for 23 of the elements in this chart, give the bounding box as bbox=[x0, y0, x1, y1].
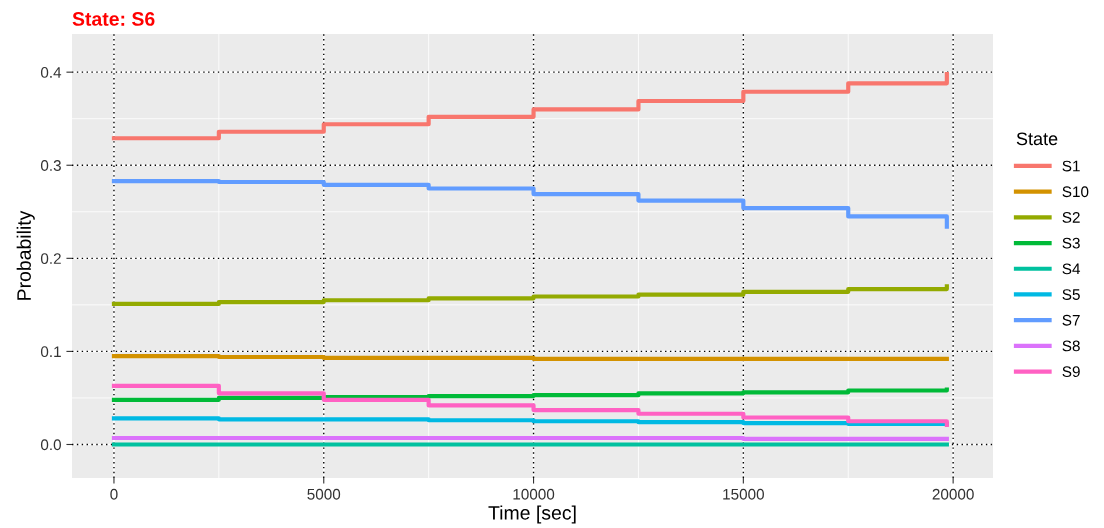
y-axis-title: Probability bbox=[16, 210, 35, 300]
y-tick-label: 0.1 bbox=[40, 346, 61, 358]
chart-title: State: S6 bbox=[72, 12, 155, 26]
legend-label: S7 bbox=[1062, 314, 1080, 326]
x-tick-label: 10000 bbox=[513, 488, 555, 500]
x-tick-label: 15000 bbox=[723, 488, 764, 500]
x-tick-label: 5000 bbox=[307, 488, 341, 500]
legend-label: S10 bbox=[1062, 186, 1089, 198]
legend-label: S3 bbox=[1062, 237, 1080, 249]
legend-label: S9 bbox=[1062, 366, 1080, 378]
legend-label: S5 bbox=[1062, 289, 1080, 300]
y-tick-label: 0.2 bbox=[40, 253, 61, 265]
y-tick-label: 0.0 bbox=[40, 439, 61, 451]
legend-label: S2 bbox=[1062, 212, 1080, 223]
legend-title: State bbox=[1016, 132, 1058, 146]
legend-label: S4 bbox=[1062, 263, 1081, 275]
x-axis-title: Time [sec] bbox=[488, 505, 576, 524]
y-tick-label: 0.3 bbox=[40, 160, 61, 171]
x-tick-label: 20000 bbox=[932, 488, 974, 500]
x-tick-label: 0 bbox=[110, 488, 118, 500]
y-tick-label: 0.4 bbox=[40, 67, 62, 78]
legend-label: S8 bbox=[1062, 340, 1080, 352]
legend-label: S1 bbox=[1062, 160, 1080, 172]
